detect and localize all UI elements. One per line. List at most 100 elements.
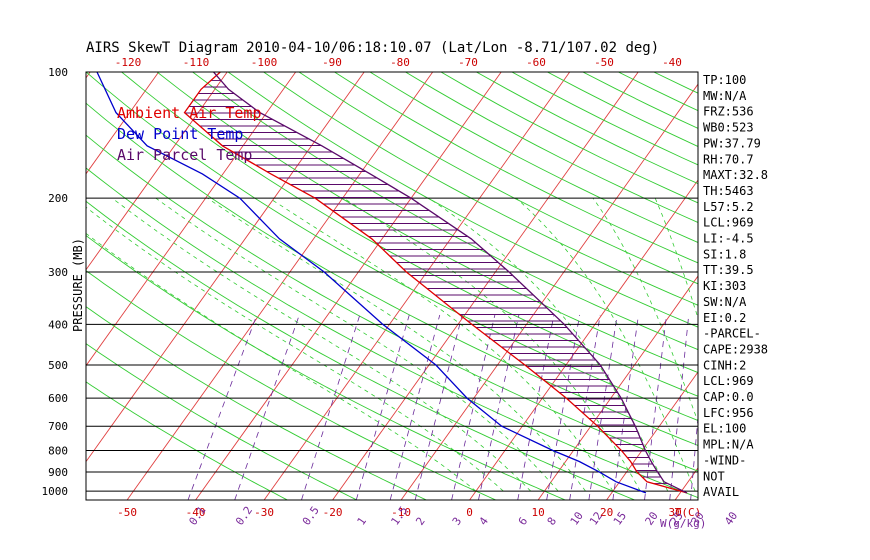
temp-tick-top: -120 bbox=[115, 56, 142, 69]
cape-hatch bbox=[184, 80, 681, 491]
isotherm-line bbox=[126, 72, 434, 500]
index-entry: AVAIL bbox=[703, 485, 739, 499]
isotherm-line bbox=[332, 72, 639, 500]
index-entry: KI:303 bbox=[703, 279, 746, 293]
mixing-ratio-label: 2 bbox=[413, 515, 427, 528]
isotherm-line bbox=[606, 371, 698, 500]
temp-tick-bottom: -50 bbox=[117, 506, 137, 519]
mixing-ratio-label: 6 bbox=[516, 515, 530, 528]
index-entry: -PARCEL- bbox=[703, 327, 761, 341]
index-entry: FRZ:536 bbox=[703, 105, 754, 119]
dry-adiabat-line bbox=[86, 72, 698, 421]
index-entry: WB0:523 bbox=[703, 121, 754, 135]
chart-title: AIRS SkewT Diagram 2010-04-10/06:18:10.0… bbox=[86, 40, 659, 56]
temp-tick-bottom: 10 bbox=[531, 506, 544, 519]
index-entry: LCL:969 bbox=[703, 374, 754, 388]
dry-adiabat-line bbox=[405, 72, 698, 223]
index-entry: TT:39.5 bbox=[703, 263, 754, 277]
dry-adiabat-line bbox=[86, 167, 698, 499]
temp-unit-label: T(C) bbox=[675, 506, 702, 519]
pressure-tick-label: 300 bbox=[48, 266, 68, 279]
isotherm-line bbox=[0, 72, 22, 500]
index-entry: PW:37.79 bbox=[703, 136, 761, 150]
isotherm-line bbox=[537, 275, 698, 500]
moist-adiabat-line bbox=[86, 232, 477, 492]
mixing-ratio-label: 8 bbox=[545, 515, 559, 528]
pressure-tick-label: 600 bbox=[48, 392, 68, 405]
pressure-tick-label: 900 bbox=[48, 466, 68, 479]
isotherm-line bbox=[86, 72, 365, 463]
pressure-tick-label: 1000 bbox=[42, 485, 69, 498]
index-entry: LFC:956 bbox=[703, 406, 754, 420]
dry-adiabat-line bbox=[86, 200, 635, 500]
legend-dew-point-temp: Dew Point Temp bbox=[117, 125, 243, 143]
temp-tick-top: -110 bbox=[183, 56, 210, 69]
dry-adiabat-line bbox=[369, 72, 698, 243]
index-entry: CINH:2 bbox=[703, 358, 746, 372]
dry-adiabat-line bbox=[298, 72, 698, 285]
isotherm-line bbox=[469, 179, 698, 500]
mixing-ratio-label: 40 bbox=[722, 509, 740, 527]
mixing-ratio-line bbox=[478, 314, 520, 500]
index-entry: RH:70.7 bbox=[703, 152, 754, 166]
index-entry: L57:5.2 bbox=[703, 200, 754, 214]
index-entry: SW:N/A bbox=[703, 295, 747, 309]
mixing-ratio-line bbox=[588, 314, 618, 500]
moist-adiabat-line bbox=[207, 197, 586, 492]
pressure-tick-label: 700 bbox=[48, 420, 68, 433]
isotherm-line bbox=[812, 72, 870, 500]
mixing-ratio-label: 10 bbox=[568, 509, 586, 527]
mixing-ratio-line bbox=[669, 314, 690, 500]
dry-adiabat-line bbox=[263, 72, 698, 306]
dry-adiabat-line bbox=[86, 134, 698, 472]
isotherm-line bbox=[86, 72, 160, 175]
pressure-tick-label: 100 bbox=[48, 66, 68, 79]
mixing-ratio-line bbox=[546, 314, 581, 500]
moist-adiabat-line bbox=[155, 197, 559, 492]
temp-tick-bottom: -10 bbox=[391, 506, 411, 519]
dry-adiabat-line bbox=[86, 343, 358, 500]
index-entry: TP:100 bbox=[703, 73, 746, 87]
mixing-ratio-label: 0.5 bbox=[300, 504, 322, 528]
dry-adiabat-line bbox=[86, 306, 427, 500]
plot-frame bbox=[85, 71, 699, 501]
isotherm-line bbox=[86, 72, 297, 367]
index-entry: MW:N/A bbox=[703, 89, 747, 103]
ambient-air-temp-line bbox=[183, 72, 688, 494]
legend-ambient-air-temp: Ambient Air Temp bbox=[117, 104, 262, 122]
index-entry: MAXT:32.8 bbox=[703, 168, 768, 182]
temp-tick-top: -90 bbox=[322, 56, 342, 69]
temp-tick-top: -40 bbox=[662, 56, 682, 69]
temp-tick-top: -50 bbox=[594, 56, 614, 69]
dry-adiabat-line bbox=[227, 72, 698, 328]
temp-tick-bottom: -30 bbox=[254, 506, 274, 519]
dew-point-temp-line bbox=[96, 72, 647, 494]
index-entry: CAPE:2938 bbox=[703, 342, 768, 356]
mixing-ratio-label: 0.2 bbox=[233, 504, 255, 528]
mixing-ratio-label: 20 bbox=[643, 509, 661, 527]
isotherm-line bbox=[744, 72, 870, 500]
dry-adiabat-line bbox=[86, 102, 698, 446]
index-entry: EI:0.2 bbox=[703, 311, 746, 325]
temp-tick-top: -60 bbox=[526, 56, 546, 69]
mixing-ratio-label: 15 bbox=[611, 509, 629, 527]
mixing-ratio-line bbox=[414, 314, 463, 500]
mixing-ratio-line bbox=[644, 314, 667, 500]
mixing-ratio-line bbox=[451, 314, 496, 500]
index-entry: TH:5463 bbox=[703, 184, 754, 198]
moist-adiabat-line bbox=[269, 197, 614, 492]
temp-tick-top: -80 bbox=[390, 56, 410, 69]
mixing-ratio-line bbox=[569, 314, 601, 500]
temp-tick-bottom: 0 bbox=[466, 506, 473, 519]
index-entry: CAP:0.0 bbox=[703, 390, 754, 404]
temp-tick-top: -70 bbox=[458, 56, 478, 69]
mixing-ratio-line bbox=[517, 314, 555, 500]
index-entry: SI:1.8 bbox=[703, 247, 746, 261]
temp-tick-bottom: 30 bbox=[668, 506, 681, 519]
isotherm-line bbox=[195, 72, 502, 500]
temp-tick-top: -100 bbox=[251, 56, 278, 69]
index-entry: MPL:N/A bbox=[703, 438, 754, 452]
isotherm-line bbox=[86, 72, 228, 271]
y-axis-label: PRESSURE (MB) bbox=[71, 238, 85, 332]
